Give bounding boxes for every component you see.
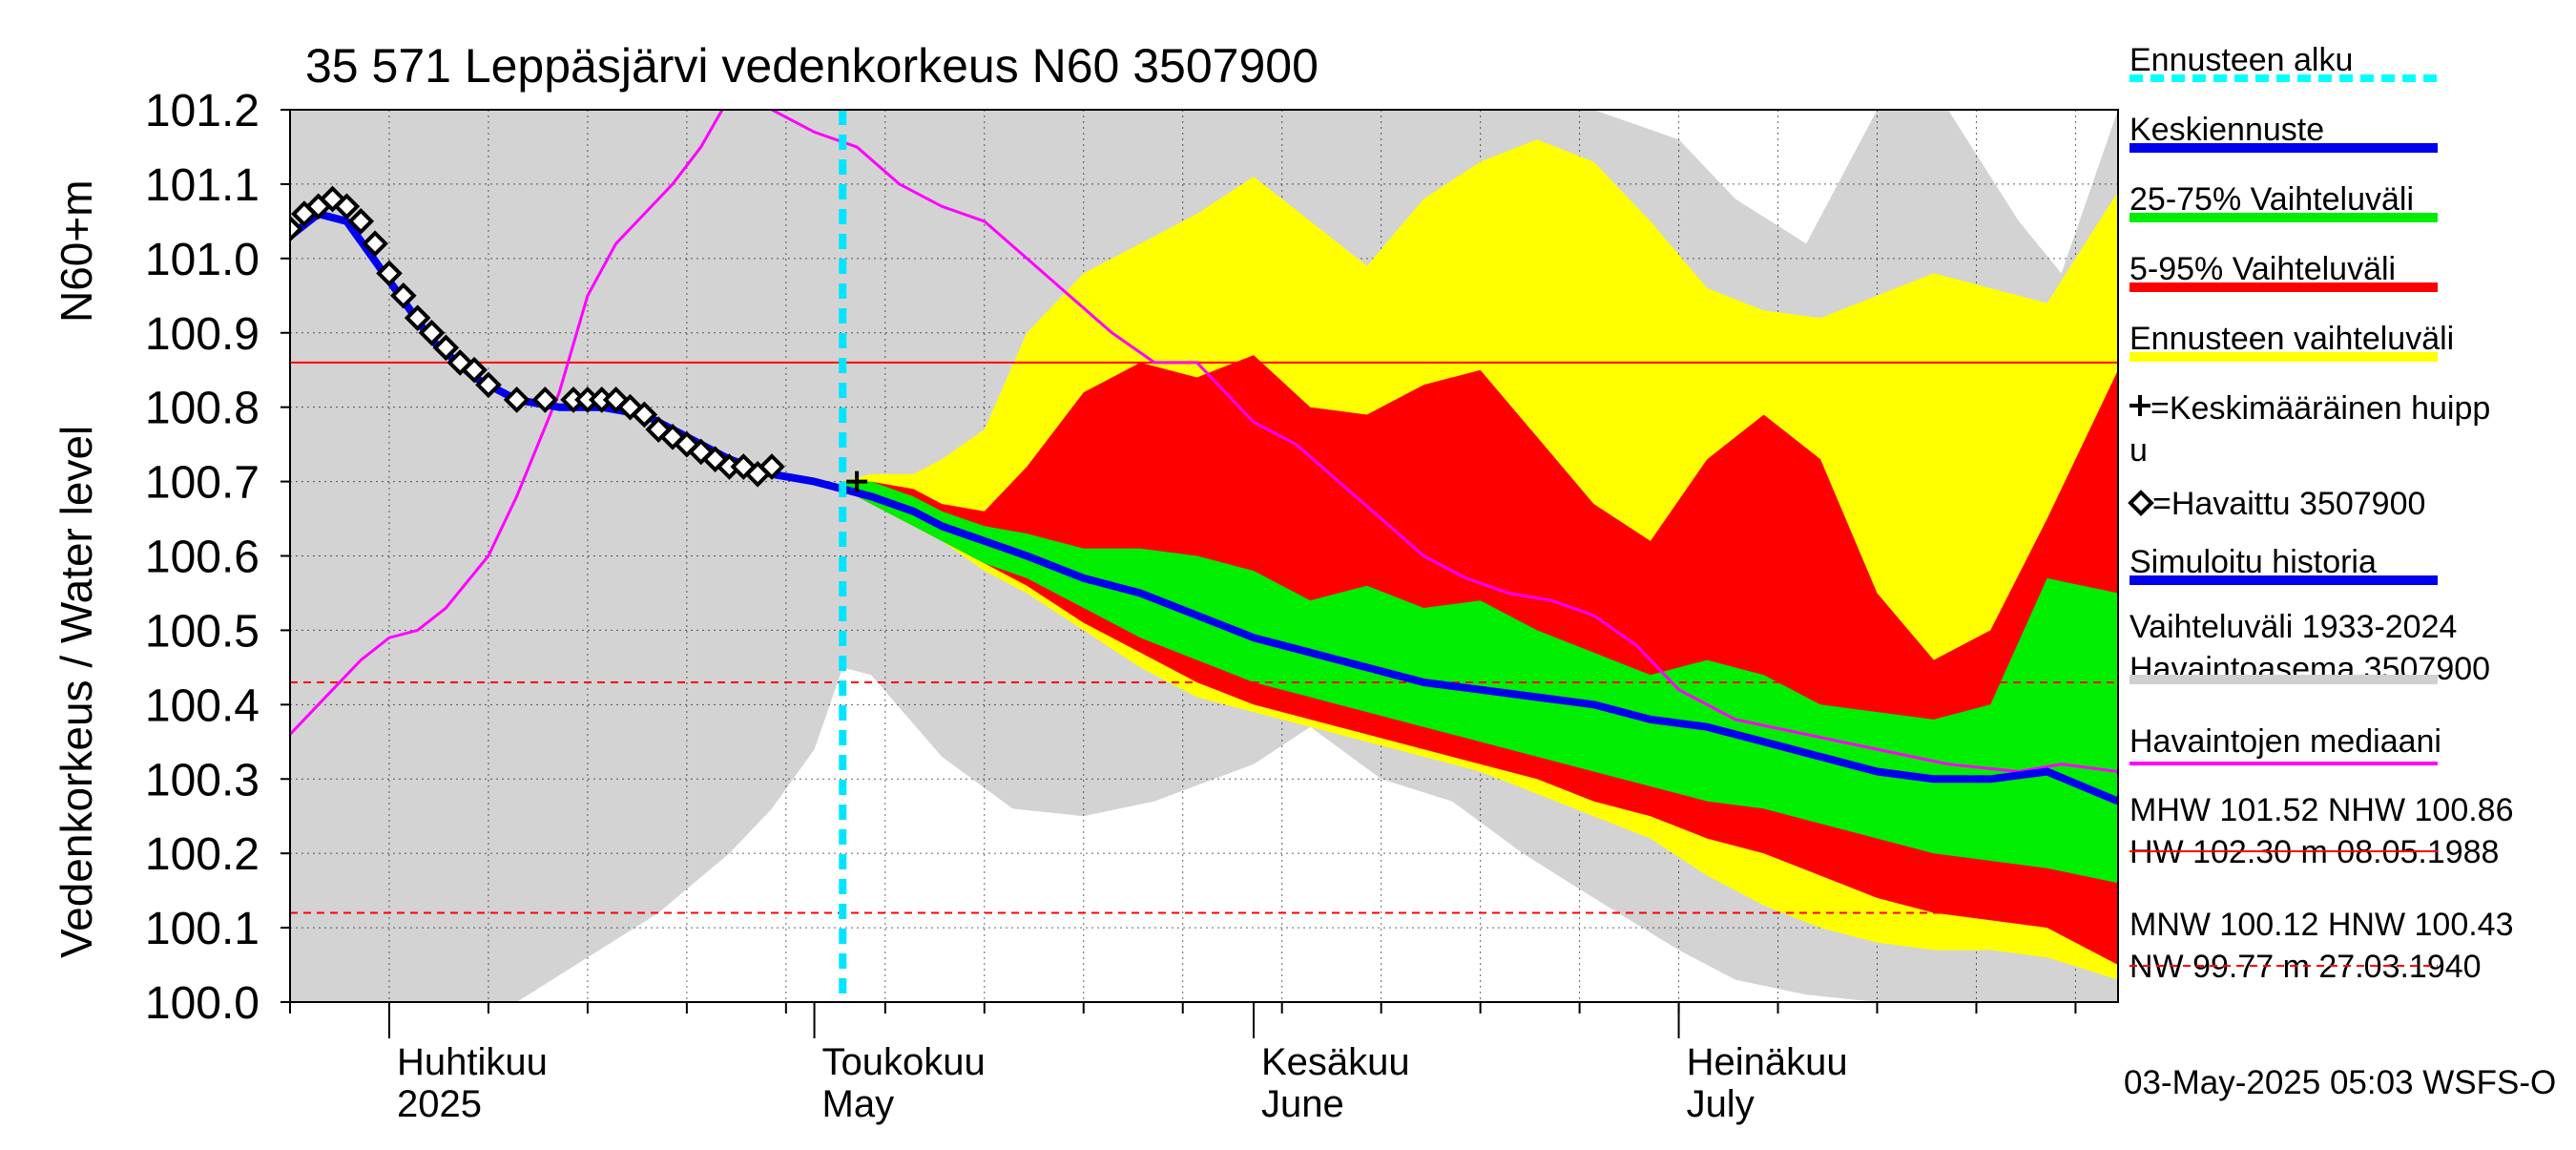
observed-point [461,356,488,384]
legend-label: Keskiennuste [2129,112,2324,148]
plot-area [290,110,2118,1002]
legend-label: =Keskimääräinen huipp [2150,390,2490,427]
legend-label: 25-75% Vaihteluväli [2129,181,2414,218]
observed-point [730,453,758,480]
observed-point [376,260,403,287]
y-tick-label: 100.3 [145,755,260,805]
observed-point [475,371,502,399]
observed-point [503,387,530,413]
x-month-label: Huhtikuu [397,1041,548,1083]
observed-point [432,334,460,362]
x-month-label-en: June [1261,1083,1344,1125]
observed-point [687,438,715,466]
footer-timestamp: 03-May-2025 05:03 WSFS-O [2124,1064,2556,1101]
x-month-label-en: July [1687,1083,1755,1125]
x-month-label: Toukokuu [822,1041,986,1083]
legend-label: Havaintojen mediaani [2129,723,2441,760]
legend-label: MNW 100.12 HNW 100.43 [2129,907,2514,943]
observed-point [389,282,417,309]
observed-point [645,416,672,443]
legend-label: =Havaittu 3507900 [2152,486,2425,522]
y-tick-label: 100.0 [145,978,260,1029]
legend-label: MHW 101.52 NHW 100.86 [2129,792,2514,828]
y-axis-label: Vedenkorkeus / Water level [52,426,101,958]
y-tick-label: 100.5 [145,606,260,657]
legend-label: Ennusteen vaihteluväli [2129,321,2454,357]
y-tick-label: 100.2 [145,829,260,880]
legend-label: 5-95% Vaihteluväli [2129,251,2396,287]
legend-label: Ennusteen alku [2129,42,2353,78]
observed-point [631,401,658,429]
y-tick-label: 101.0 [145,235,260,285]
y-tick-label: 101.1 [145,160,260,211]
observed-point [447,349,474,376]
y-axis-unit-label: N60+m [52,179,101,323]
legend-label: Vaihteluväli 1933-2024 [2129,609,2457,645]
y-tick-label: 100.4 [145,680,260,731]
average-peak-marker [846,470,868,492]
x-month-label-en: May [822,1083,895,1125]
chart-title: 35 571 Leppäsjärvi vedenkorkeus N60 3507… [305,39,1319,93]
legend-label-line2: u [2129,432,2148,469]
y-tick-label: 101.2 [145,86,260,136]
mean-forecast-line [841,485,2118,805]
observed-point [347,208,375,235]
y-tick-label: 100.8 [145,384,260,434]
y-tick-label: 100.1 [145,904,260,954]
observed-point [758,453,785,480]
observed-point [290,215,303,242]
legend-label: Simuloitu historia [2129,544,2377,580]
legend: Ennusteen alku Keskiennuste 25-75% Vaihtel… [2128,42,2514,985]
y-tick-label: 100.6 [145,533,260,583]
x-month-label: Heinäkuu [1687,1041,1848,1083]
median-line [290,110,2118,774]
legend-plus-icon [2129,395,2150,416]
observed-point [404,304,431,331]
y-tick-label: 100.7 [145,458,260,509]
observed-point [333,193,361,220]
axes: 100.0 100.1 100.2 100.3 100.4 100.5 100.6 100.7… [145,86,2077,1125]
observed-point [418,319,446,346]
y-tick-label: 100.9 [145,309,260,360]
observed-point [531,387,559,413]
x-month-label: Kesäkuu [1261,1041,1410,1083]
legend-diamond-icon [2128,490,2154,516]
x-month-label-en: 2025 [397,1083,482,1125]
observed-point [362,230,388,258]
observed-point [616,393,644,421]
